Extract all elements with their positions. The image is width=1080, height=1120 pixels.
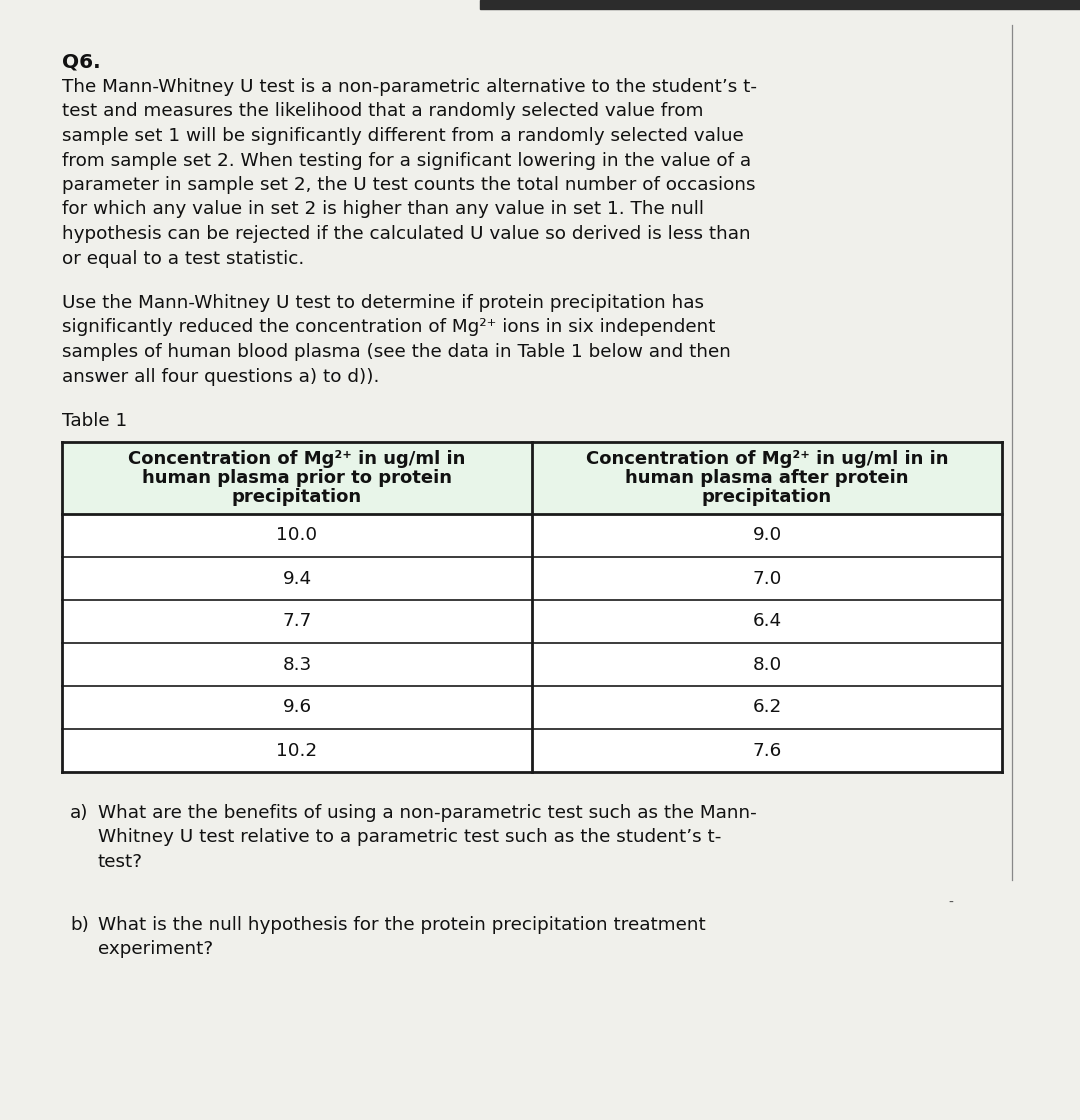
Text: What is the null hypothesis for the protein precipitation treatment: What is the null hypothesis for the prot…: [98, 915, 705, 933]
Text: for which any value in set 2 is higher than any value in set 1. The null: for which any value in set 2 is higher t…: [62, 200, 704, 218]
Text: The Mann-Whitney U test is a non-parametric alternative to the student’s t-: The Mann-Whitney U test is a non-paramet…: [62, 78, 757, 96]
Text: test?: test?: [98, 853, 143, 871]
Text: sample set 1 will be significantly different from a randomly selected value: sample set 1 will be significantly diffe…: [62, 127, 744, 144]
Text: test and measures the likelihood that a randomly selected value from: test and measures the likelihood that a …: [62, 103, 703, 121]
Text: from sample set 2. When testing for a significant lowering in the value of a: from sample set 2. When testing for a si…: [62, 151, 751, 169]
Text: 6.2: 6.2: [753, 699, 782, 717]
Text: Q6.: Q6.: [62, 52, 100, 71]
Text: 7.0: 7.0: [753, 569, 782, 588]
Text: precipitation: precipitation: [232, 488, 362, 506]
Text: 10.0: 10.0: [276, 526, 318, 544]
Bar: [480, 0, 1080, 9]
Text: human plasma prior to protein: human plasma prior to protein: [141, 469, 453, 487]
Text: 9.0: 9.0: [753, 526, 782, 544]
Text: 6.4: 6.4: [753, 613, 782, 631]
Text: significantly reduced the concentration of Mg²⁺ ions in six independent: significantly reduced the concentration …: [62, 318, 715, 336]
Text: 7.7: 7.7: [282, 613, 312, 631]
Text: Table 1: Table 1: [62, 412, 127, 430]
Text: 9.4: 9.4: [283, 569, 311, 588]
Text: -: -: [948, 896, 953, 909]
Bar: [62, 442, 1002, 514]
Text: 7.6: 7.6: [753, 741, 782, 759]
Text: What are the benefits of using a non-parametric test such as the Mann-: What are the benefits of using a non-par…: [98, 804, 757, 822]
Text: experiment?: experiment?: [98, 940, 213, 958]
Text: b): b): [70, 915, 89, 933]
Text: parameter in sample set 2, the U test counts the total number of occasions: parameter in sample set 2, the U test co…: [62, 176, 756, 194]
Text: 8.3: 8.3: [282, 655, 312, 673]
Text: 9.6: 9.6: [283, 699, 311, 717]
Text: Use the Mann-Whitney U test to determine if protein precipitation has: Use the Mann-Whitney U test to determine…: [62, 295, 704, 312]
Text: answer all four questions a) to d)).: answer all four questions a) to d)).: [62, 367, 379, 385]
Text: hypothesis can be rejected if the calculated U value so derived is less than: hypothesis can be rejected if the calcul…: [62, 225, 751, 243]
Bar: [62, 442, 1002, 772]
Text: 10.2: 10.2: [276, 741, 318, 759]
Text: precipitation: precipitation: [702, 488, 832, 506]
Text: samples of human blood plasma (see the data in Table 1 below and then: samples of human blood plasma (see the d…: [62, 343, 731, 361]
Text: a): a): [70, 804, 89, 822]
Text: 8.0: 8.0: [753, 655, 782, 673]
Text: human plasma after protein: human plasma after protein: [625, 469, 908, 487]
Text: or equal to a test statistic.: or equal to a test statistic.: [62, 250, 305, 268]
Text: Concentration of Mg²⁺ in ug/ml in in: Concentration of Mg²⁺ in ug/ml in in: [585, 450, 948, 468]
Text: Concentration of Mg²⁺ in ug/ml in: Concentration of Mg²⁺ in ug/ml in: [129, 450, 465, 468]
Text: Whitney U test relative to a parametric test such as the student’s t-: Whitney U test relative to a parametric …: [98, 829, 721, 847]
